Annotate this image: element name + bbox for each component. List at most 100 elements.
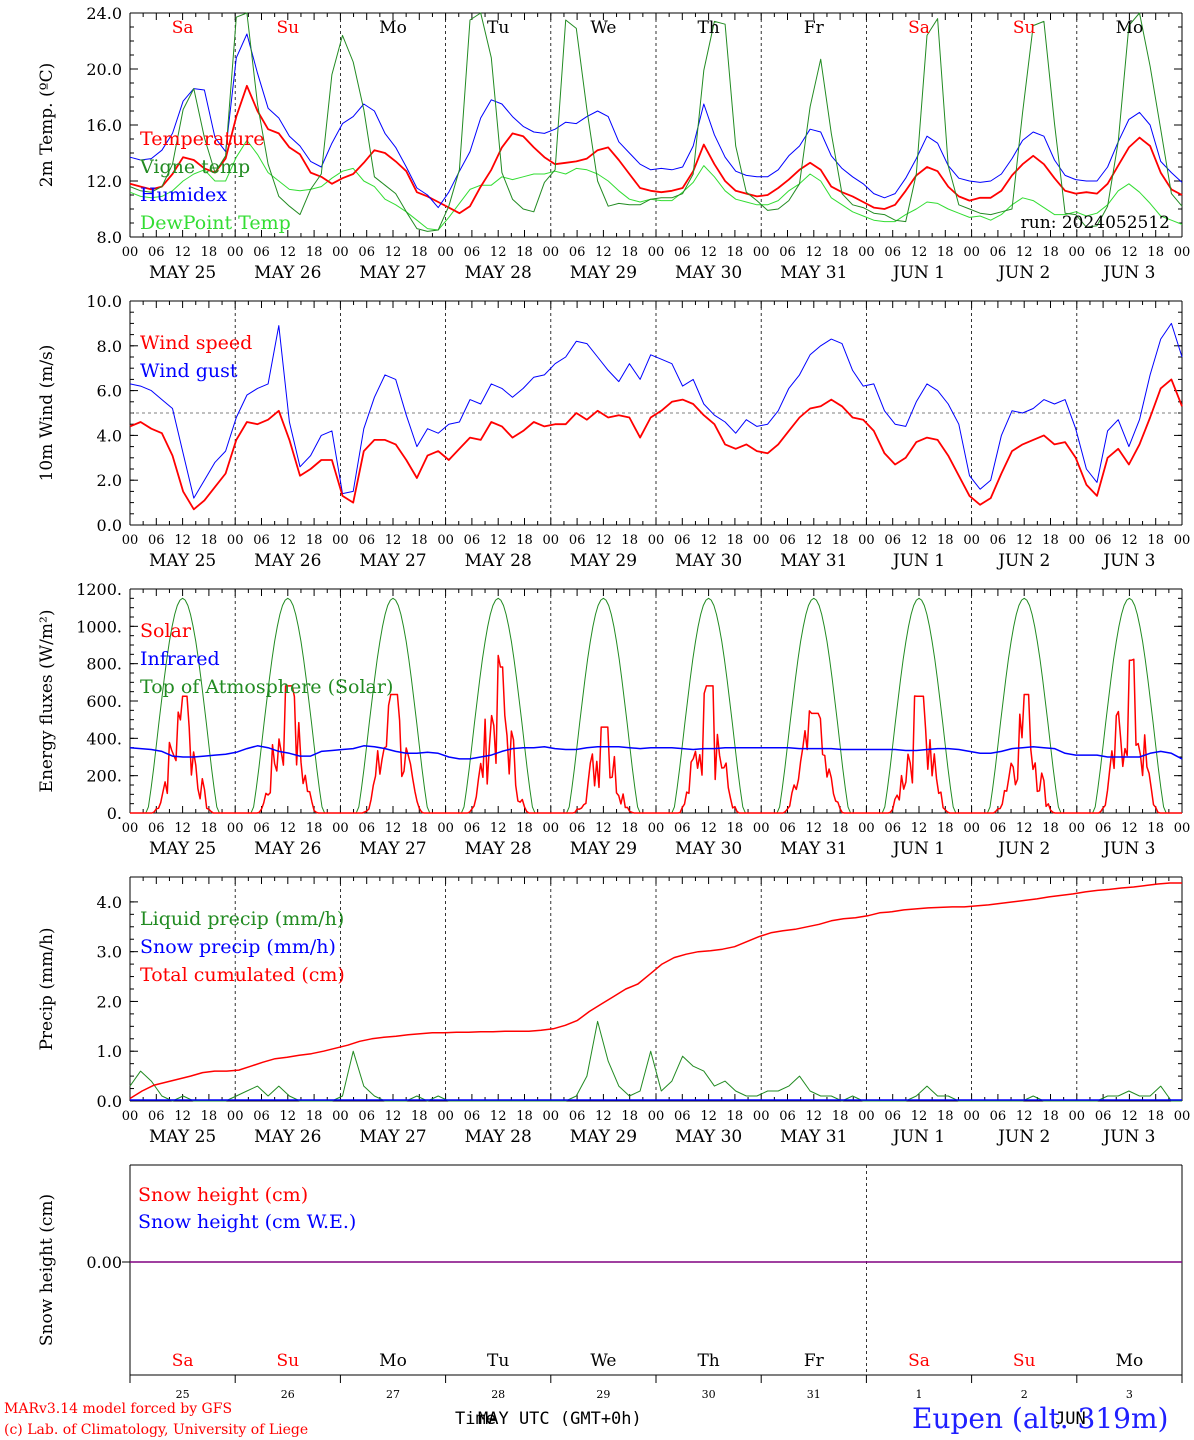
- hour-tick-label: 06: [884, 1109, 901, 1124]
- legend-liquid-precip-mm-h-: Liquid precip (mm/h): [140, 908, 344, 930]
- hour-tick-label: 18: [937, 245, 954, 260]
- hour-tick-label: 00: [543, 1109, 560, 1124]
- hour-tick-label: 00: [332, 245, 349, 260]
- footer-model-credit: MARv3.14 model forced by GFS: [4, 1401, 232, 1417]
- hour-tick-label: 06: [464, 821, 481, 836]
- hour-tick-label: 12: [700, 245, 717, 260]
- hour-tick-label: 18: [516, 245, 533, 260]
- hour-tick-label: 18: [1042, 533, 1059, 548]
- date-label: MAY 25: [149, 839, 216, 859]
- hour-tick-label: 18: [306, 245, 323, 260]
- hour-tick-label: 12: [280, 821, 297, 836]
- hour-tick-label: 00: [227, 533, 244, 548]
- hour-tick-label: 06: [674, 245, 691, 260]
- legend-snow-precip-mm-h-: Snow precip (mm/h): [140, 936, 336, 958]
- day-number-label: 29: [596, 1388, 610, 1401]
- hour-tick-label: 18: [1147, 533, 1164, 548]
- y-tick-label: 8.0: [97, 337, 122, 356]
- date-label: MAY 30: [675, 839, 742, 859]
- date-label: MAY 25: [149, 1127, 216, 1147]
- y-tick-label: 3.0: [97, 943, 122, 962]
- hour-tick-label: 06: [464, 245, 481, 260]
- weekday-label: Fr: [804, 18, 825, 38]
- hour-tick-label: 18: [201, 245, 218, 260]
- y-tick-label: 800.: [86, 655, 122, 674]
- time-axis-label-may: MAY UTC (GMT+0h): [478, 1409, 642, 1429]
- hour-tick-label: 18: [832, 821, 849, 836]
- date-label: JUN 1: [891, 263, 945, 283]
- y-tick-label: 200.: [86, 767, 122, 786]
- hour-tick-label: 12: [806, 821, 823, 836]
- hour-tick-label: 12: [385, 533, 402, 548]
- day-number-label: 1: [916, 1388, 923, 1401]
- hour-tick-label: 00: [858, 1109, 875, 1124]
- hour-tick-label: 12: [595, 1109, 612, 1124]
- hour-tick-label: 00: [1174, 821, 1191, 836]
- hour-tick-label: 18: [411, 245, 428, 260]
- hour-tick-label: 18: [1147, 821, 1164, 836]
- hour-tick-label: 06: [569, 245, 586, 260]
- date-label: JUN 3: [1101, 839, 1155, 859]
- legend-wind-speed: Wind speed: [140, 332, 252, 354]
- weekday-label-bottom: Th: [697, 1351, 719, 1371]
- date-label: MAY 30: [675, 551, 742, 571]
- hour-tick-label: 06: [253, 533, 270, 548]
- weekday-label-bottom: Sa: [908, 1351, 930, 1371]
- date-label: JUN 3: [1101, 1127, 1155, 1147]
- series-wind-speed: [129, 378, 1183, 511]
- weekday-label: Su: [1013, 18, 1036, 38]
- hour-tick-label: 00: [753, 1109, 770, 1124]
- hour-tick-label: 06: [569, 1109, 586, 1124]
- hour-tick-label: 12: [174, 821, 191, 836]
- hour-tick-label: 18: [832, 245, 849, 260]
- hour-tick-label: 06: [779, 533, 796, 548]
- legend-snow-height-cm-w-e-: Snow height (cm W.E.): [138, 1211, 356, 1233]
- legend-vigne-temp: Vigne temp: [139, 156, 250, 178]
- y-tick-label: 1000.: [76, 617, 122, 636]
- hour-tick-label: 00: [332, 821, 349, 836]
- hour-tick-label: 06: [464, 1109, 481, 1124]
- hour-tick-label: 06: [358, 821, 375, 836]
- hour-tick-label: 18: [727, 533, 744, 548]
- hour-tick-label: 12: [174, 245, 191, 260]
- legend-solar: Solar: [140, 620, 192, 642]
- hour-tick-label: 00: [648, 533, 665, 548]
- hour-tick-label: 12: [490, 533, 507, 548]
- weekday-label: Mo: [1116, 18, 1144, 38]
- date-label: MAY 26: [254, 839, 321, 859]
- series-total-cumulated: [129, 882, 1182, 1100]
- legend-total-cumulated-cm-: Total cumulated (cm): [140, 964, 345, 986]
- date-label: MAY 29: [570, 839, 637, 859]
- hour-tick-label: 12: [174, 533, 191, 548]
- date-label: MAY 31: [780, 551, 847, 571]
- weekday-label: Sa: [908, 18, 930, 38]
- hour-tick-label: 12: [595, 533, 612, 548]
- hour-tick-label: 18: [621, 1109, 638, 1124]
- date-label: MAY 30: [675, 1127, 742, 1147]
- hour-tick-label: 06: [1095, 1109, 1112, 1124]
- temperature-axis-title: 2m Temp. (ºC): [37, 63, 57, 188]
- hour-tick-label: 12: [1016, 1109, 1033, 1124]
- hour-tick-label: 12: [1121, 533, 1138, 548]
- hour-tick-label: 12: [595, 821, 612, 836]
- hour-tick-label: 06: [148, 533, 165, 548]
- date-label: MAY 31: [780, 1127, 847, 1147]
- hour-tick-label: 06: [569, 821, 586, 836]
- hour-tick-label: 00: [122, 533, 139, 548]
- hour-tick-label: 06: [990, 245, 1007, 260]
- hour-tick-label: 18: [1042, 245, 1059, 260]
- hour-tick-label: 18: [1042, 821, 1059, 836]
- date-label: MAY 28: [465, 263, 532, 283]
- hour-tick-label: 12: [806, 533, 823, 548]
- time-axis-label-time: Time: [455, 1409, 496, 1429]
- hour-tick-label: 12: [490, 1109, 507, 1124]
- hour-tick-label: 06: [1095, 533, 1112, 548]
- date-label: JUN 2: [996, 263, 1050, 283]
- hour-tick-label: 00: [332, 533, 349, 548]
- date-label: JUN 2: [996, 839, 1050, 859]
- hour-tick-label: 00: [1174, 533, 1191, 548]
- series-temperature: [129, 84, 1183, 215]
- station-title: Eupen (alt. 319m): [912, 1402, 1168, 1435]
- y-tick-label: 6.0: [97, 382, 122, 401]
- weekday-label: Sa: [172, 18, 194, 38]
